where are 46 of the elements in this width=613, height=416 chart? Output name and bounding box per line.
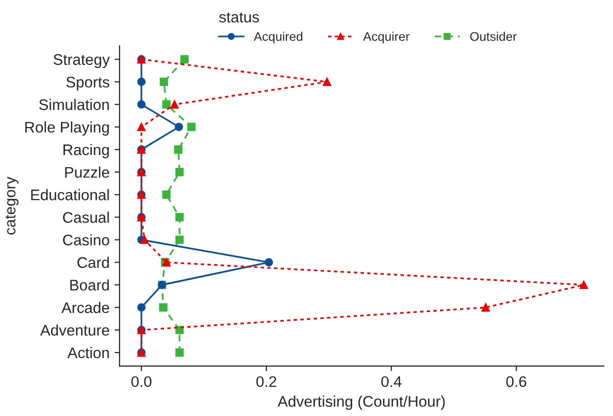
point bbox=[180, 55, 189, 64]
x-tick-label: 0.4 bbox=[381, 376, 402, 388]
y-tick-label: Adventure bbox=[40, 324, 110, 336]
legend-label: Acquirer bbox=[363, 32, 410, 44]
y-tick-label: Racing bbox=[64, 144, 109, 158]
point bbox=[322, 78, 332, 86]
y-tick-label: Casual bbox=[63, 212, 109, 223]
x-tick-label: 0.6 bbox=[506, 376, 526, 388]
point bbox=[175, 168, 184, 176]
y-tick-label: Strategy bbox=[54, 54, 110, 68]
point bbox=[159, 303, 168, 312]
point bbox=[137, 78, 146, 86]
point bbox=[187, 122, 196, 132]
y-tick-label: Arcade bbox=[61, 302, 110, 314]
point bbox=[175, 236, 184, 244]
point bbox=[170, 100, 179, 109]
x-axis-title: Advertising (Count/Hour) bbox=[278, 396, 445, 410]
point bbox=[137, 122, 146, 132]
y-tick-label: Board bbox=[70, 279, 109, 291]
y-tick-label: Casino bbox=[63, 234, 110, 246]
x-tick-label: 0.0 bbox=[131, 376, 152, 388]
point bbox=[162, 190, 171, 199]
point bbox=[162, 100, 171, 109]
point bbox=[137, 303, 146, 312]
point bbox=[175, 348, 184, 357]
y-tick-label: Role Playing bbox=[25, 121, 109, 136]
point bbox=[140, 236, 149, 244]
point bbox=[175, 213, 184, 222]
y-tick-label: Simulation bbox=[39, 98, 109, 110]
point bbox=[174, 122, 184, 132]
point bbox=[580, 280, 588, 290]
point bbox=[137, 100, 146, 109]
point bbox=[482, 303, 490, 312]
x-tick-label: 0.2 bbox=[256, 376, 276, 388]
y-tick-label: Card bbox=[77, 256, 109, 268]
y-axis-title: category bbox=[5, 176, 18, 235]
legend-label: Acquired bbox=[254, 32, 302, 44]
point bbox=[174, 145, 182, 154]
legend-label: Outsider bbox=[470, 32, 517, 41]
legend-title: status bbox=[219, 12, 259, 22]
point bbox=[160, 78, 168, 86]
y-tick-label: Sports bbox=[66, 76, 110, 91]
y-tick-label: Action bbox=[67, 347, 109, 358]
point bbox=[264, 258, 274, 266]
y-tick-label: Educational bbox=[31, 189, 109, 200]
y-tick-label: Puzzle bbox=[65, 166, 110, 178]
